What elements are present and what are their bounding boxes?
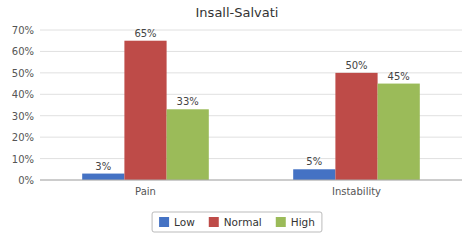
- bar: [167, 109, 209, 180]
- legend: Low Normal High: [152, 212, 322, 232]
- bars: [82, 41, 420, 180]
- grid-line: [40, 51, 462, 52]
- data-label: 65%: [134, 28, 156, 39]
- data-label: 45%: [388, 71, 410, 82]
- legend-frame: [152, 212, 322, 232]
- data-label: 50%: [345, 60, 367, 71]
- legend-label: Low: [174, 216, 195, 228]
- data-labels: 3% 5% 65% 50% 33% 45%: [95, 28, 409, 172]
- y-tick-label: 60%: [12, 46, 34, 57]
- y-tick-label: 70%: [12, 25, 34, 36]
- bar: [378, 84, 420, 180]
- bar: [82, 174, 124, 180]
- y-tick-label: 0%: [18, 175, 34, 186]
- chart: Insall-Salvati 0% 10% 20% 30% 40% 50% 60% 70% 3% 5…: [0, 0, 474, 241]
- bar: [124, 41, 166, 180]
- legend-label: Normal: [224, 216, 262, 228]
- data-label: 5%: [306, 156, 322, 167]
- y-tick-label: 20%: [12, 132, 34, 143]
- x-axis: [40, 180, 462, 181]
- y-tick-label: 50%: [12, 68, 34, 79]
- grid-line: [40, 180, 462, 181]
- legend-swatch: [159, 217, 169, 227]
- x-tick-label: Instability: [332, 186, 381, 197]
- grid: [40, 30, 462, 180]
- bar: [335, 73, 377, 180]
- y-tick-label: 10%: [12, 154, 34, 165]
- grid-line: [40, 30, 462, 31]
- legend-swatch: [209, 217, 219, 227]
- data-label: 3%: [95, 161, 111, 172]
- title: Insall-Salvati: [196, 5, 279, 20]
- legend-swatch: [276, 217, 286, 227]
- legend-label: High: [291, 216, 315, 228]
- x-tick-label: Pain: [135, 186, 156, 197]
- y-tick-label: 30%: [12, 111, 34, 122]
- y-tick-label: 40%: [12, 89, 34, 100]
- data-label: 33%: [177, 96, 199, 107]
- bar: [293, 169, 335, 180]
